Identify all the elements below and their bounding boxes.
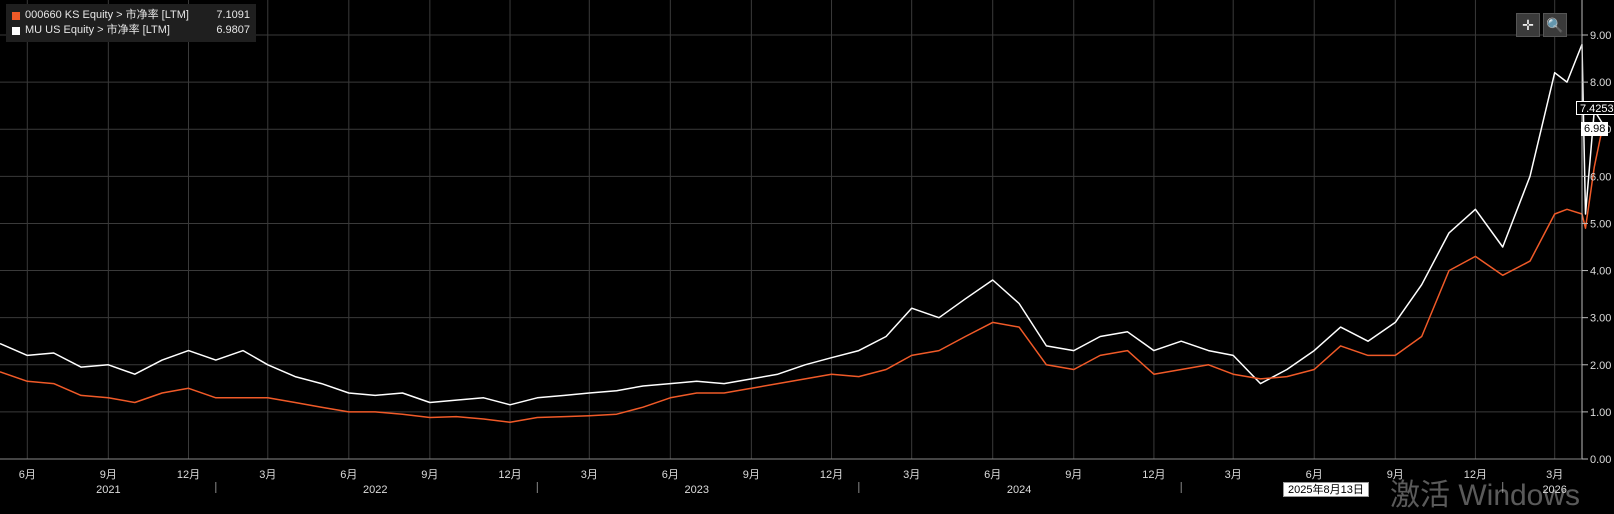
series-layer — [0, 43, 1604, 424]
y-tick-label: 9.00 — [1590, 30, 1611, 42]
x-tick-label: 3月 — [1546, 469, 1563, 481]
y-tick-label: 0.00 — [1590, 454, 1611, 466]
price-tag-orange: 6.98 — [1581, 122, 1609, 136]
x-tick-label: 6月 — [662, 469, 679, 481]
x-tick-label: 9月 — [1065, 469, 1082, 481]
y-tick-label: 8.00 — [1590, 77, 1611, 89]
y-tick-label: 4.00 — [1590, 266, 1611, 278]
legend-value: 6.9807 — [216, 24, 250, 36]
x-tick-label: 3月 — [1225, 469, 1242, 481]
zoom-button[interactable]: 🔍 — [1543, 13, 1567, 37]
crosshair-button[interactable]: ✛ — [1516, 13, 1540, 37]
y-tick-label: 1.00 — [1590, 407, 1611, 419]
series-line-1 — [0, 124, 1604, 424]
x-tick-label: 9月 — [421, 469, 438, 481]
price-tag-white: 7.4253 — [1576, 101, 1614, 115]
legend-label: MU US Equity > 市净率 [LTM] — [25, 24, 170, 36]
x-tick-label: 12月 — [1142, 469, 1165, 481]
chart-canvas: 0.001.002.003.004.005.006.007.008.009.00… — [0, 0, 1611, 496]
legend-swatch-orange — [12, 11, 20, 20]
legend-value: 7.1091 — [216, 9, 250, 21]
x-tick-label: 12月 — [498, 469, 521, 481]
legend-entry-mu: MU US Equity > 市净率 [LTM] 6.9807 — [12, 23, 250, 38]
x-year-label: 2022 — [363, 484, 387, 496]
x-tick-label: 12月 — [177, 469, 200, 481]
magnifier-icon: 🔍 — [1546, 17, 1564, 33]
legend-entry-000660: 000660 KS Equity > 市净率 [LTM] 7.1091 — [12, 8, 250, 23]
x-tick-label: 9月 — [1387, 469, 1404, 481]
legend-label: 000660 KS Equity > 市净率 [LTM] — [25, 9, 189, 21]
date-tag: 2025年8月13日 — [1283, 482, 1369, 497]
x-year-label: 2026 — [1542, 484, 1566, 496]
x-tick-label: 9月 — [100, 469, 117, 481]
legend: 000660 KS Equity > 市净率 [LTM] 7.1091 MU U… — [6, 4, 256, 42]
x-tick-label: 3月 — [581, 469, 598, 481]
grid-lines — [0, 0, 1582, 460]
x-tick-label: 12月 — [820, 469, 843, 481]
x-year-label: 2023 — [685, 484, 709, 496]
y-tick-label: 6.00 — [1590, 171, 1611, 183]
x-year-label: 2021 — [96, 484, 120, 496]
x-tick-label: 6月 — [340, 469, 357, 481]
y-tick-label: 2.00 — [1590, 360, 1611, 372]
y-tick-label: 3.00 — [1590, 313, 1611, 325]
x-year-label: 2024 — [1007, 484, 1031, 496]
series-line-0 — [0, 43, 1604, 406]
x-tick-label: 6月 — [1306, 469, 1323, 481]
x-tick-label: 9月 — [743, 469, 760, 481]
y-tick-label: 5.00 — [1590, 218, 1611, 230]
x-tick-label: 3月 — [259, 469, 276, 481]
x-tick-label: 3月 — [903, 469, 920, 481]
windows-watermark: 激活 Windows — [1390, 479, 1581, 512]
legend-swatch-white — [12, 26, 20, 35]
crosshair-icon: ✛ — [1522, 17, 1534, 33]
x-tick-label: 6月 — [984, 469, 1001, 481]
x-tick-label: 12月 — [1464, 469, 1487, 481]
y-axis: 0.001.002.003.004.005.006.007.008.009.00 — [1581, 0, 1611, 466]
x-tick-label: 6月 — [19, 469, 36, 481]
